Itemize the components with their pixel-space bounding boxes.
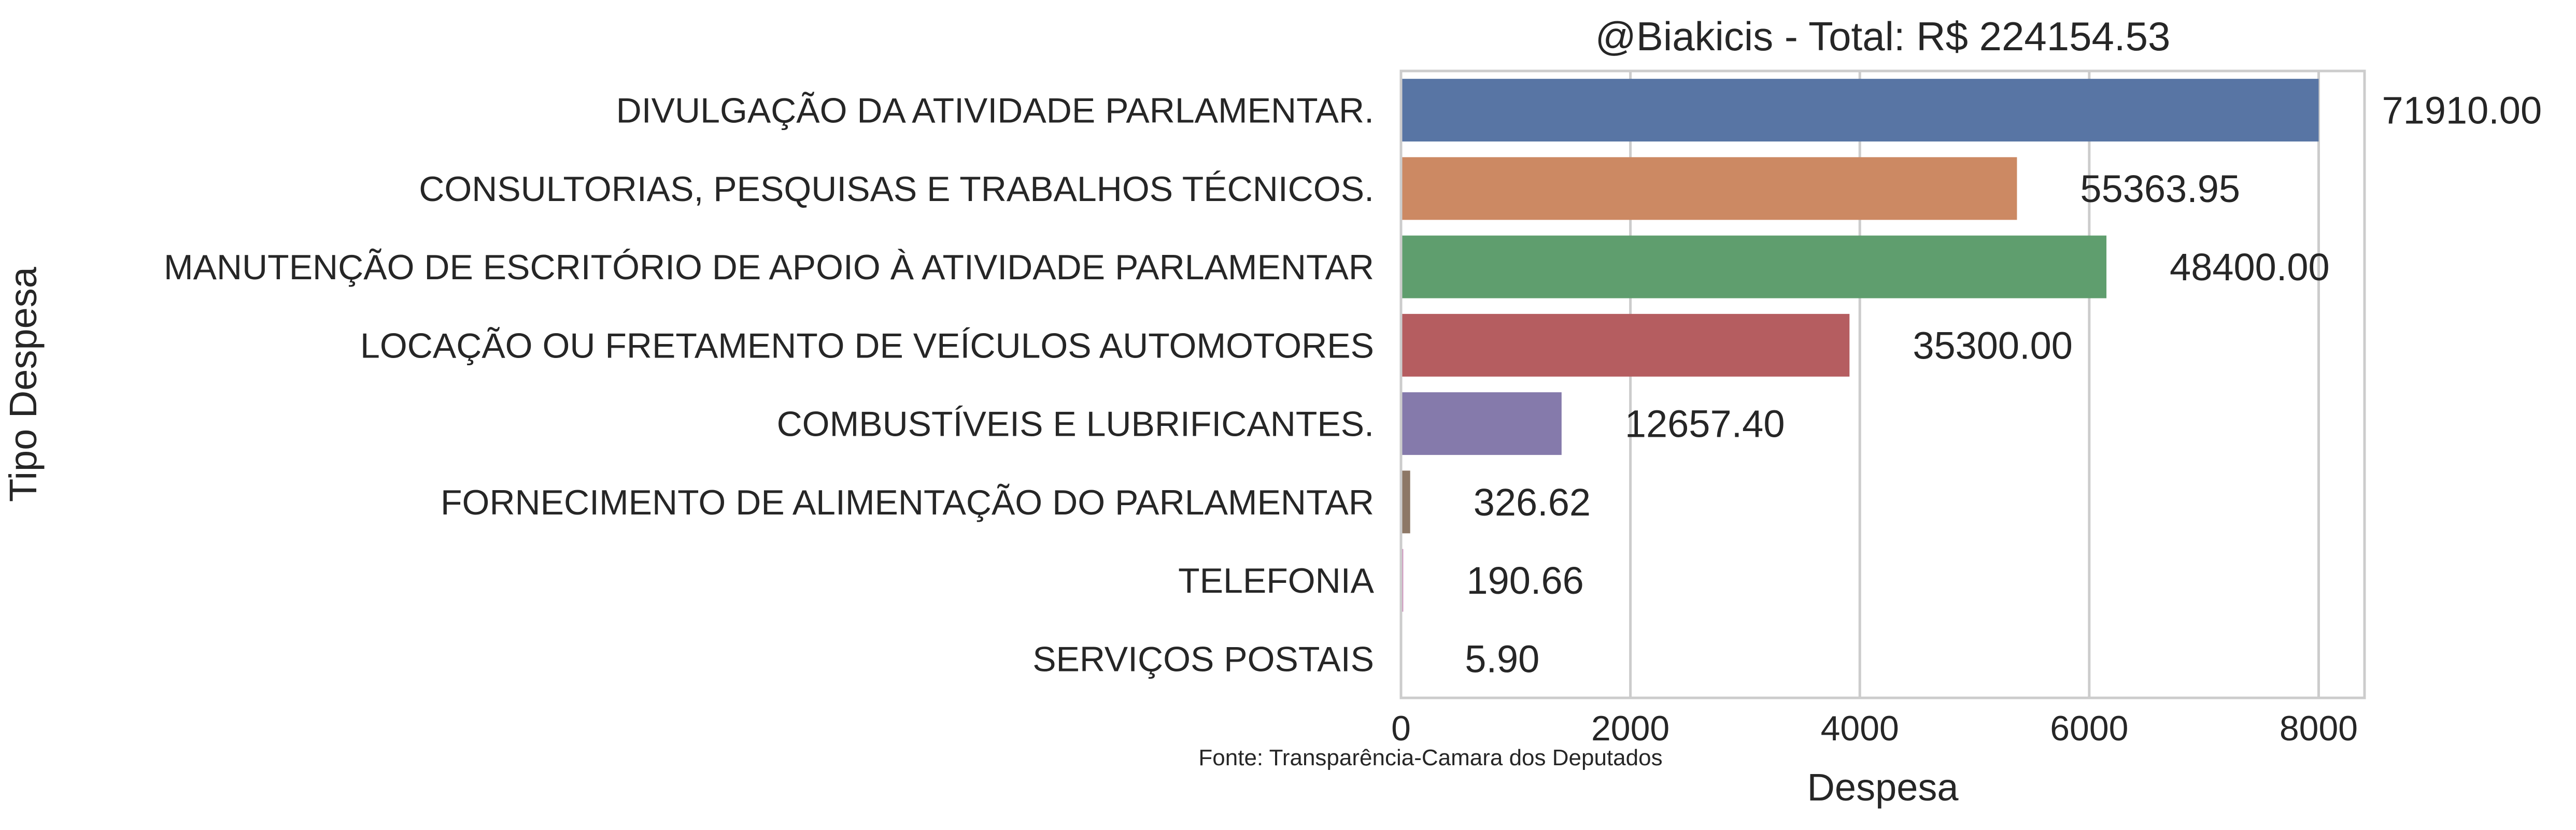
category-label: CONSULTORIAS, PESQUISAS E TRABALHOS TÉCN…	[419, 169, 1374, 209]
data-label: 326.62	[1474, 481, 1591, 524]
data-label: 35300.00	[1913, 324, 2073, 367]
data-label: 71910.00	[2382, 89, 2542, 132]
data-label: 190.66	[1466, 559, 1583, 602]
category-label: SERVIÇOS POSTAIS	[1032, 639, 1374, 679]
bar	[1401, 470, 1410, 534]
plot-frame	[1399, 69, 2366, 699]
data-label: 55363.95	[2080, 167, 2240, 210]
y-axis-label: Tipo Despesa	[2, 266, 45, 502]
category-label: TELEFONIA	[1178, 561, 1374, 600]
category-labels: DIVULGAÇÃO DA ATIVIDADE PARLAMENTAR. CONS…	[164, 91, 1375, 679]
x-tick-label: 0	[1391, 709, 1411, 748]
bar	[1401, 392, 1562, 455]
x-tick-label: 6000	[2050, 709, 2128, 748]
x-tick-label: 2000	[1591, 709, 1669, 748]
chart-title: @Biakicis - Total: R$ 224154.53	[1595, 13, 2171, 59]
bars	[1401, 79, 2319, 690]
bar	[1401, 235, 2107, 298]
data-label: 12657.40	[1625, 403, 1785, 446]
category-label: LOCAÇÃO OU FRETAMENTO DE VEÍCULOS AUTOMO…	[360, 326, 1374, 365]
bar	[1401, 313, 1850, 377]
x-axis-label: Despesa	[1807, 766, 1959, 809]
data-labels: 71910.00 55363.95 48400.00 35300.00 12657.40…	[1465, 89, 2542, 681]
category-label: DIVULGAÇÃO DA ATIVIDADE PARLAMENTAR.	[616, 91, 1374, 131]
category-label: FORNECIMENTO DE ALIMENTAÇÃO DO PARLAMENT…	[441, 483, 1374, 522]
x-tick-label: 4000	[1821, 709, 1899, 748]
data-label: 48400.00	[2170, 246, 2330, 289]
data-label: 5.90	[1465, 637, 1539, 680]
category-label: COMBUSTÍVEIS E LUBRIFICANTES.	[777, 405, 1374, 444]
source-note: Fonte: Transparência-Camara dos Deputado…	[1198, 745, 1662, 770]
x-tick-label: 8000	[2280, 709, 2358, 748]
category-label: MANUTENÇÃO DE ESCRITÓRIO DE APOIO À ATIV…	[164, 248, 1374, 287]
bar	[1401, 79, 2319, 142]
bar	[1401, 157, 2017, 220]
x-tick-labels: 0 2000 4000 6000 8000	[1391, 709, 2358, 748]
